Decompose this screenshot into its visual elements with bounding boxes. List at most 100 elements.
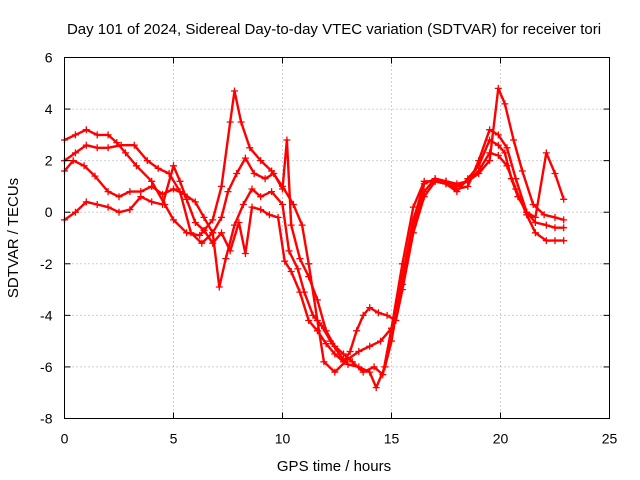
data-point xyxy=(93,144,101,152)
data-point xyxy=(366,368,374,376)
data-point xyxy=(309,311,317,319)
data-point xyxy=(93,201,101,208)
data-point xyxy=(104,131,112,139)
data-point xyxy=(71,131,79,139)
data-point xyxy=(257,193,265,201)
data-point xyxy=(331,350,339,358)
data-point xyxy=(270,170,278,177)
data-point xyxy=(198,239,206,247)
data-point xyxy=(218,213,225,221)
data-point xyxy=(235,219,243,226)
data-point xyxy=(209,239,217,247)
data-point xyxy=(80,162,88,170)
data-point xyxy=(287,221,295,229)
data-point xyxy=(464,175,472,183)
y-tick-label: -8 xyxy=(40,411,53,427)
data-point xyxy=(176,177,184,185)
x-tick-label: 25 xyxy=(602,431,618,447)
data-point xyxy=(279,185,286,193)
chart-title: Day 101 of 2024, Sidereal Day-to-day VTE… xyxy=(67,21,601,38)
data-point xyxy=(531,213,539,221)
data-point xyxy=(248,185,256,193)
data-point xyxy=(218,182,225,190)
data-point xyxy=(82,126,90,134)
data-point xyxy=(196,231,204,239)
data-point xyxy=(372,384,380,392)
data-point xyxy=(551,224,559,232)
data-point xyxy=(353,327,361,335)
data-point xyxy=(71,149,79,157)
data-point xyxy=(501,100,509,108)
data-point xyxy=(154,164,162,172)
grid-lines xyxy=(64,57,610,419)
data-point xyxy=(257,157,265,165)
data-point xyxy=(191,198,199,206)
data-point xyxy=(241,250,249,257)
data-point xyxy=(250,170,258,177)
x-axis-label: GPS time / hours xyxy=(277,458,391,475)
data-point xyxy=(514,193,522,201)
data-point xyxy=(551,213,559,221)
data-point xyxy=(409,216,417,224)
data-point xyxy=(475,162,483,170)
data-point xyxy=(494,84,502,92)
data-point xyxy=(148,182,156,190)
y-tick-label: 0 xyxy=(45,204,53,220)
data-point xyxy=(486,136,494,144)
data-point xyxy=(143,157,151,165)
x-tick-label: 20 xyxy=(493,431,509,447)
data-point xyxy=(296,288,304,296)
series-trace xyxy=(63,87,565,374)
data-point xyxy=(510,136,518,144)
data-point xyxy=(507,175,515,183)
data-point xyxy=(344,360,352,368)
data-point xyxy=(231,221,238,229)
data-point xyxy=(523,208,531,216)
data-point xyxy=(398,286,406,294)
data-point xyxy=(170,162,177,170)
data-point xyxy=(322,340,330,348)
data-point xyxy=(231,87,238,95)
data-point xyxy=(420,193,428,201)
data-point xyxy=(381,363,389,371)
data-point xyxy=(453,180,461,188)
data-point xyxy=(226,118,234,126)
axis-ticks: 0 5 10 15 20 25 -8 -6 -4 -2 0 2 4 6 xyxy=(40,50,617,447)
data-point xyxy=(274,213,282,221)
data-point xyxy=(383,311,391,319)
data-point xyxy=(215,283,223,291)
data-point xyxy=(117,141,125,149)
data-point xyxy=(392,317,400,324)
data-point xyxy=(91,172,99,180)
data-point xyxy=(115,193,123,201)
data-point xyxy=(209,229,217,237)
data-point xyxy=(93,131,101,139)
x-tick-label: 5 xyxy=(170,431,178,447)
data-series-group xyxy=(61,84,568,392)
plot-frame xyxy=(64,57,610,419)
data-point xyxy=(115,208,123,216)
data-point xyxy=(366,342,374,350)
series-day-4 xyxy=(61,136,568,366)
data-point xyxy=(191,219,199,226)
data-point xyxy=(551,237,559,245)
data-point xyxy=(148,198,156,206)
data-point xyxy=(222,255,230,263)
data-point xyxy=(82,198,90,206)
data-point xyxy=(82,141,90,149)
data-point xyxy=(183,195,191,203)
x-tick-label: 0 xyxy=(61,431,69,447)
data-point xyxy=(226,247,234,255)
data-point xyxy=(241,154,249,162)
data-point xyxy=(560,216,568,224)
data-point xyxy=(409,229,417,237)
data-point xyxy=(442,180,450,188)
data-point xyxy=(374,309,382,317)
data-point xyxy=(283,136,291,144)
data-point xyxy=(246,144,254,152)
data-point xyxy=(71,208,79,216)
data-point xyxy=(200,226,208,234)
data-point xyxy=(420,180,428,188)
y-axis-label: SDTVAR / TECUs xyxy=(5,178,22,298)
data-point xyxy=(348,358,356,366)
